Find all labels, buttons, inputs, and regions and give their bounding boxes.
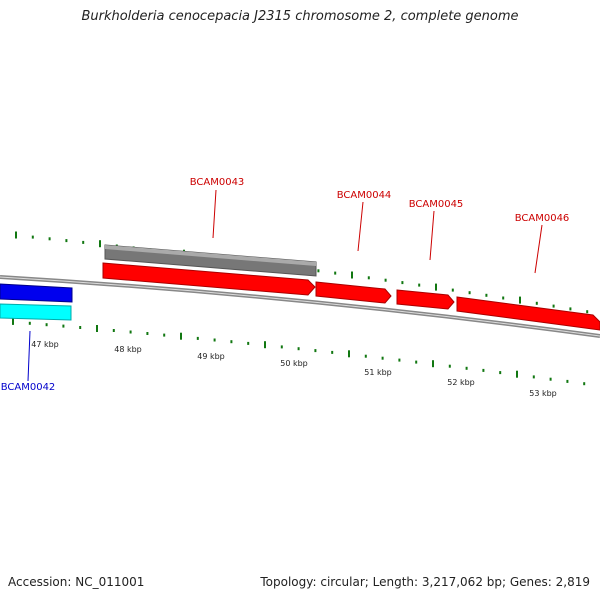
minor-tick [418,283,421,287]
minor-tick [146,332,149,335]
major-tick [519,296,521,304]
major-tick [264,341,266,349]
minor-tick [129,330,132,334]
minor-tick [45,323,48,327]
minor-tick [112,329,115,332]
minor-tick [499,371,502,375]
minor-tick [334,271,337,275]
minor-tick [297,347,300,351]
label-bcam0044[interactable]: BCAM0044 [337,190,392,201]
minor-tick [482,368,485,372]
minor-tick [586,310,589,314]
minor-tick [48,237,51,241]
minor-tick [381,356,384,360]
map-title: Burkholderia cenocepacia J2315 chromosom… [81,9,519,24]
minor-tick [163,333,166,337]
major-tick [15,231,17,239]
gene-bcam0046[interactable] [456,296,600,331]
minor-tick [448,364,451,368]
minor-tick [331,350,334,354]
minor-tick [230,340,233,344]
upper-ticks [15,231,589,314]
label-bcam0046[interactable]: BCAM0046 [515,213,570,224]
minor-tick [583,382,586,386]
minor-tick [535,301,538,305]
minor-tick [401,281,404,285]
accession-text: Accession: NC_011001 [8,575,145,589]
minor-tick [502,296,505,300]
label-bcam0042[interactable]: BCAM0042 [1,382,56,393]
minor-tick [552,304,555,308]
minor-tick [549,377,552,381]
minor-tick [451,288,454,292]
minor-tick [65,239,68,243]
minor-tick [398,358,401,362]
kbp-label: 49 kbp [197,352,225,361]
label-bcam0043[interactable]: BCAM0043 [190,177,245,188]
kbp-label: 47 kbp [31,340,59,349]
major-tick [96,325,98,332]
minor-tick [28,321,31,325]
minor-tick [367,276,370,280]
kbp-label: 52 kbp [447,378,475,387]
kbp-label: 51 kbp [364,368,392,377]
minor-tick [31,235,34,239]
minor-tick [415,360,418,364]
gene-bcam0044[interactable] [315,281,392,304]
minor-tick [62,324,65,328]
major-tick [99,240,101,248]
major-tick [351,271,353,279]
reverse-feature-bar[interactable] [0,303,72,321]
leader-bcam0045 [429,210,435,261]
minor-tick [465,366,468,370]
major-tick [432,360,434,368]
major-tick [348,350,350,358]
minor-tick [384,278,387,282]
backbone-line-inner [0,276,600,337]
minor-tick [196,336,199,340]
genome-summary-text: Topology: circular; Length: 3,217,062 bp… [260,575,590,589]
major-tick [516,370,518,378]
kbp-label: 53 kbp [529,389,557,398]
minor-tick [213,338,216,342]
minor-tick [82,240,85,244]
gene-bcam0045[interactable] [396,289,455,310]
major-tick [12,317,14,325]
leader-bcam0042 [27,330,31,382]
minor-tick [485,293,488,297]
minor-tick [317,269,320,273]
forward-feature-bar-highlight [105,245,316,266]
leader-bcam0046 [534,224,543,274]
minor-tick [79,326,82,329]
minor-tick [532,375,535,379]
lower-ticks [12,317,586,386]
minor-tick [247,341,250,345]
leader-bcam0043 [212,189,217,239]
leader-bcam0044 [357,201,364,252]
minor-tick [280,345,283,349]
gene-bcam0042[interactable] [0,283,73,303]
minor-tick [566,379,569,383]
minor-tick [569,307,572,311]
kbp-label: 48 kbp [114,345,142,354]
kbp-label: 50 kbp [280,359,308,368]
major-tick [435,283,437,291]
minor-tick [468,291,471,295]
label-bcam0045[interactable]: BCAM0045 [409,199,464,210]
gene-bcam0043[interactable] [102,262,316,296]
minor-tick [364,354,367,358]
minor-tick [314,349,317,353]
major-tick [180,332,182,340]
